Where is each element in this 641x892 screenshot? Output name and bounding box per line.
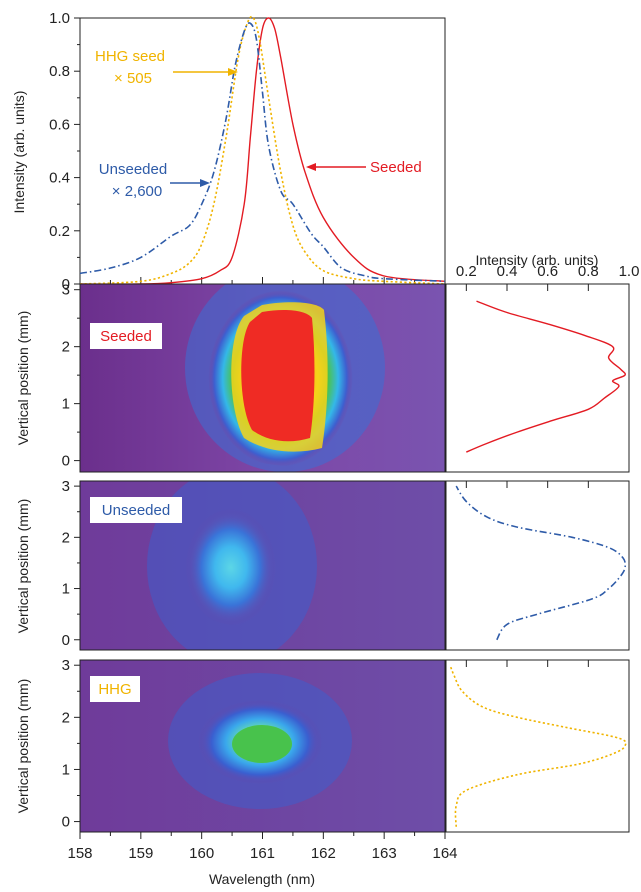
profile-panels: Intensity (arb. units) 0.2 0.4 0.6 0.8 1.0 (445, 252, 640, 833)
profile-frame-hhg (445, 659, 630, 833)
spectrum-line-unseeded (79, 22, 446, 283)
image-panel-unseeded: Unseeded Vertical position (mm) 0 1 2 3 (15, 478, 446, 651)
image-ytick-label: 0 (62, 453, 70, 470)
spectrum-ytick-label: 0.4 (49, 170, 70, 187)
image-unseeded-blob (185, 508, 277, 626)
spectrum-line-hhg-seed (79, 15, 446, 285)
image-ytick-label: 1 (62, 396, 70, 413)
profile-tick-label: 0.4 (497, 263, 518, 280)
profile-axis-title: Intensity (arb. units) (476, 252, 599, 268)
image-ytick-label: 3 (62, 282, 70, 299)
image-hhg-core (232, 725, 292, 763)
wavelength-tick-label: 159 (128, 845, 153, 862)
wavelength-tick-label: 164 (432, 845, 457, 862)
profile-tick-label: 0.2 (456, 263, 477, 280)
ann-unseeded-arrowhead (200, 179, 210, 187)
image-ytick-label: 1 (62, 581, 70, 598)
profile-frame-unseeded (445, 480, 630, 651)
image-ytick-label: 2 (62, 709, 70, 726)
wavelength-tick-label: 163 (372, 845, 397, 862)
image-panel-seeded: Seeded Vertical position (mm) 0 1 2 3 (15, 282, 446, 473)
profile-frame-seeded (445, 283, 630, 473)
image-ytick-label: 0 (62, 814, 70, 831)
profile-line-unseeded (455, 485, 627, 641)
profile-tick-label: 0.8 (578, 263, 599, 280)
ann-hhg-seed: HHG seed (95, 48, 165, 65)
image-seeded-ylabel: Vertical position (mm) (15, 311, 31, 446)
wavelength-tick-label: 160 (189, 845, 214, 862)
label-hhg: HHG (98, 681, 131, 698)
spectrum-ytick-label: 0.2 (49, 223, 70, 240)
image-ytick-label: 2 (62, 529, 70, 546)
profile-line-hhg (449, 664, 627, 827)
ann-seeded-arrowhead (306, 163, 316, 171)
image-seeded-core (241, 310, 315, 442)
image-ytick-label: 1 (62, 761, 70, 778)
label-unseeded: Unseeded (102, 502, 170, 519)
wavelength-tick-label: 161 (250, 845, 275, 862)
ann-unseeded-factor: × 2,600 (112, 183, 162, 200)
image-unseeded-frame (79, 480, 446, 651)
image-panel-hhg: HHG Vertical position (mm) 0 1 2 3 (15, 657, 446, 833)
ann-hhg-factor: × 505 (114, 70, 152, 87)
profile-tick-label: 0.6 (537, 263, 558, 280)
image-unseeded-ylabel: Vertical position (mm) (15, 499, 31, 634)
spectrum-line-seeded (79, 17, 446, 285)
image-ytick-label: 3 (62, 657, 70, 674)
wavelength-tick-label: 158 (67, 845, 92, 862)
wavelength-tick-label: 162 (311, 845, 336, 862)
label-seeded: Seeded (100, 328, 152, 345)
spectrum-ytick-label: 1.0 (49, 10, 70, 27)
ann-hhg-arrowhead (228, 68, 238, 76)
spectrum-panel: 00.20.40.60.81.0 Intensity (arb. units) … (11, 10, 446, 293)
label-box-seeded (90, 323, 162, 349)
ann-seeded: Seeded (370, 159, 422, 176)
image-hhg-ylabel: Vertical position (mm) (15, 679, 31, 814)
spectrum-ytick-label: 0.8 (49, 63, 70, 80)
label-box-unseeded (90, 497, 182, 523)
label-box-hhg (90, 676, 140, 702)
profile-line-seeded (466, 300, 626, 453)
image-ytick-label: 0 (62, 632, 70, 649)
image-seeded-frame (79, 283, 446, 473)
spectrum-ytick-label: 0 (62, 276, 70, 293)
wavelength-axis: 158 159 160 161 162 163 164 Wavelength (nm) (67, 832, 458, 887)
spectrum-ytick-label: 0.6 (49, 116, 70, 133)
ann-unseeded: Unseeded (99, 161, 167, 178)
profile-tick-label: 1.0 (619, 263, 640, 280)
image-ytick-label: 3 (62, 478, 70, 495)
spectrum-ylabel: Intensity (arb. units) (11, 91, 27, 214)
image-ytick-label: 2 (62, 339, 70, 356)
wavelength-axis-title: Wavelength (nm) (209, 871, 315, 887)
